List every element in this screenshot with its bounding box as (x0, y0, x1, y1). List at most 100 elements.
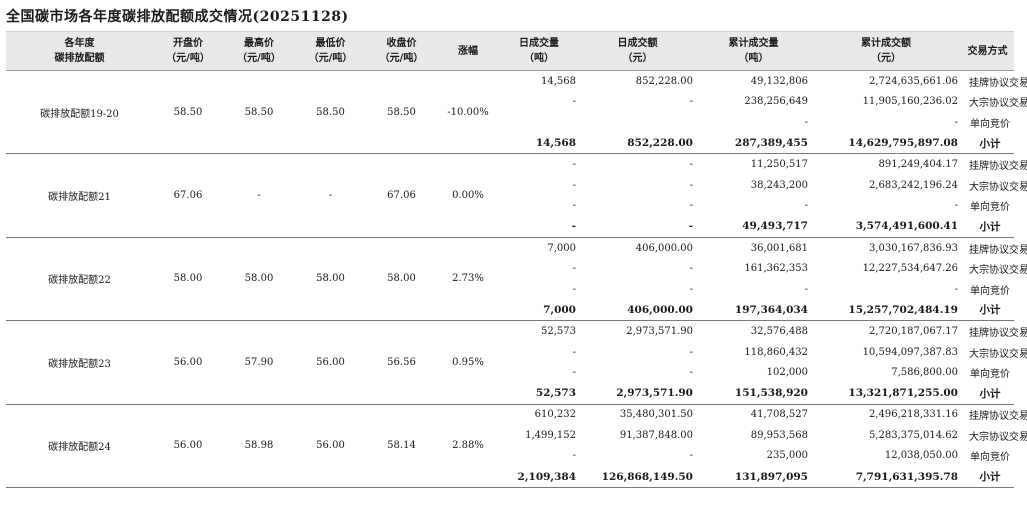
trade-type-cell: 大宗协议交易 (969, 431, 1027, 443)
carbon-quota-table: 各年度 碳排放配额 开盘价 （元/吨） 最高价 （元/吨） 最低价 （元/吨） 收盘价（… (6, 31, 1027, 488)
change-cell: 0.00% (437, 153, 499, 238)
table-row: - - 单向竞价 (6, 112, 1014, 133)
daily-volume-cell: 2,109,384 (499, 466, 579, 488)
header-open: 开盘价 （元/吨） (153, 31, 223, 71)
trade-type-cell: 挂牌协议交易 (969, 411, 1027, 423)
header-trade-type: 交易方式 (961, 31, 1014, 71)
cum-amount-cell: 11,905,160,236.02 (862, 96, 958, 108)
header-daily-amount: 日成交额 （元） (579, 31, 696, 71)
subtotal-row: 7,000 406,000.00 197,364,034 15,257,702,484… (6, 299, 1014, 322)
trade-type-cell: 小计 (961, 299, 1014, 322)
cum-volume-cell: 49,493,717 (696, 216, 811, 238)
group-name-cell: 碳排放配额19-20 (6, 70, 153, 155)
trade-type-cell: 挂牌协议交易 (969, 244, 1027, 256)
open-price-cell: 58.00 (153, 237, 223, 322)
cum-amount-cell: 2,496,218,331.16 (868, 409, 958, 421)
trade-type-cell: 单向竞价 (970, 452, 1010, 464)
table-row: - - 161,362,353 12,227,534,647.26 大宗协议交易 (6, 258, 1027, 279)
daily-volume-cell: 14,568 (541, 75, 576, 87)
table-row: 碳排放配额21 67.06- -67.06 0.00% - -11,250,517 891,… (6, 153, 1027, 238)
header-cum-volume: 累计成交量 （吨） (696, 31, 811, 71)
daily-amount-cell: 852,228.00 (635, 75, 693, 87)
daily-amount-cell: - (689, 96, 693, 108)
table-row: - - - - 单向竞价 (6, 279, 1014, 300)
daily-amount-cell: 2,973,571.90 (579, 382, 696, 405)
table-row: - - 238,256,649 11,905,160,236.02 大宗协议交易 (6, 92, 1027, 113)
header-cum-amount: 累计成交额 （元） (811, 31, 961, 71)
open-price-cell: 67.06 (153, 153, 223, 238)
cum-amount-cell: 891,249,404.17 (878, 159, 958, 171)
trade-type-cell: 小计 (961, 132, 1014, 155)
trade-type-cell: 单向竞价 (970, 369, 1010, 381)
page-title: 全国碳市场各年度碳排放配额成交情况(20251128) (6, 9, 349, 25)
cum-amount-cell: - (954, 283, 958, 295)
cum-amount-cell: 12,038,050.00 (884, 450, 958, 462)
cum-amount-cell: 2,720,187,067.17 (868, 325, 958, 337)
cum-volume-cell: 32,576,488 (750, 325, 808, 337)
daily-amount-cell: 852,228.00 (579, 132, 696, 155)
cum-volume-cell: 287,389,455 (696, 132, 811, 155)
subtotal-row: 52,573 2,973,571.90 151,538,920 13,321,871,… (6, 382, 1014, 405)
daily-volume-cell: 7,000 (499, 299, 579, 322)
header-change: 涨幅 (437, 31, 499, 71)
table-row: 碳排放配额19-20 58.50 58.50 58.50 58.50 -10.00% 14,… (6, 70, 1027, 155)
cum-amount-cell: 5,283,375,014.62 (868, 429, 958, 441)
trade-type-cell: 小计 (961, 466, 1014, 488)
subtotal-row: 14,568 852,228.00 287,389,455 14,629,795,89… (6, 132, 1014, 155)
daily-volume-cell: - (572, 367, 576, 379)
daily-amount-cell: - (689, 263, 693, 275)
daily-volume-cell: - (499, 216, 579, 238)
cum-volume-cell: 49,132,806 (750, 75, 808, 87)
change-cell: 0.95% (437, 320, 499, 405)
cum-amount-cell: 3,030,167,836.93 (868, 242, 958, 254)
daily-amount-cell: - (689, 450, 693, 462)
trade-type-cell: 大宗协议交易 (969, 181, 1027, 193)
table-body: 碳排放配额19-20 58.50 58.50 58.50 58.50 -10.00% 14,… (6, 70, 1027, 488)
cum-volume-cell: 151,538,920 (696, 382, 811, 405)
daily-volume-cell: - (572, 96, 576, 108)
daily-volume-cell: - (572, 263, 576, 275)
high-price-cell: 58.50 (223, 70, 295, 155)
daily-volume-cell: 14,568 (499, 132, 579, 155)
trade-type-cell: 挂牌协议交易 (969, 77, 1027, 89)
trade-type-cell: 小计 (961, 216, 1014, 238)
table-row: - - 235,000 12,038,050.00 单向竞价 (6, 446, 1014, 467)
daily-volume-cell: 52,573 (499, 382, 579, 405)
table-row: - - 102,000 7,586,800.00 单向竞价 (6, 362, 1014, 383)
cum-volume-cell: - (804, 200, 808, 212)
header-year: 各年度 碳排放配额 (6, 31, 153, 71)
daily-amount-cell (579, 112, 696, 133)
daily-amount-cell: - (689, 367, 693, 379)
cum-amount-cell: 3,574,491,600.41 (811, 216, 961, 238)
daily-amount-cell: - (689, 283, 693, 295)
cum-amount-cell: 15,257,702,484.19 (811, 299, 961, 322)
cum-amount-cell: 14,629,795,897.08 (811, 132, 961, 155)
daily-amount-cell: 2,973,571.90 (626, 325, 693, 337)
high-price-cell: - (223, 153, 295, 238)
cum-amount-cell: 2,683,242,196.24 (868, 179, 958, 191)
close-price-cell: 58.50 (366, 70, 437, 155)
table-header-row: 各年度 碳排放配额 开盘价 （元/吨） 最高价 （元/吨） 最低价 （元/吨） 收盘价（… (6, 31, 1014, 71)
daily-amount-cell: 35,480,301.50 (619, 409, 693, 421)
close-price-cell: 67.06 (366, 153, 437, 238)
daily-amount-cell: - (689, 200, 693, 212)
daily-volume-cell: - (572, 450, 576, 462)
table-row: - - 38,243,200 2,683,242,196.24 大宗协议交易 (6, 175, 1027, 196)
close-price-cell: 56.56 (366, 320, 437, 405)
daily-volume-cell: - (572, 159, 576, 171)
cum-amount-cell: 7,791,631,395.78 (811, 466, 961, 488)
cum-volume-cell: 118,860,432 (744, 346, 808, 358)
trade-type-cell: 单向竞价 (970, 285, 1010, 297)
trade-type-cell: 单向竞价 (970, 202, 1010, 214)
daily-volume-cell (499, 112, 579, 133)
daily-amount-cell: 406,000.00 (579, 299, 696, 322)
subtotal-row: 2,109,384 126,868,149.50 131,897,095 7,791,… (6, 466, 1014, 488)
cum-amount-cell: 7,586,800.00 (891, 367, 958, 379)
trade-type-cell: 大宗协议交易 (969, 348, 1027, 360)
cum-volume-cell: 38,243,200 (750, 179, 808, 191)
trade-type-cell: 大宗协议交易 (969, 98, 1027, 110)
cum-amount-cell: - (954, 200, 958, 212)
trade-type-cell: 单向竞价 (970, 118, 1010, 130)
cum-volume-cell: 11,250,517 (750, 159, 808, 171)
table-row: 碳排放配额22 58.00 58.00 58.00 58.00 2.73% 7,000 406… (6, 237, 1027, 322)
